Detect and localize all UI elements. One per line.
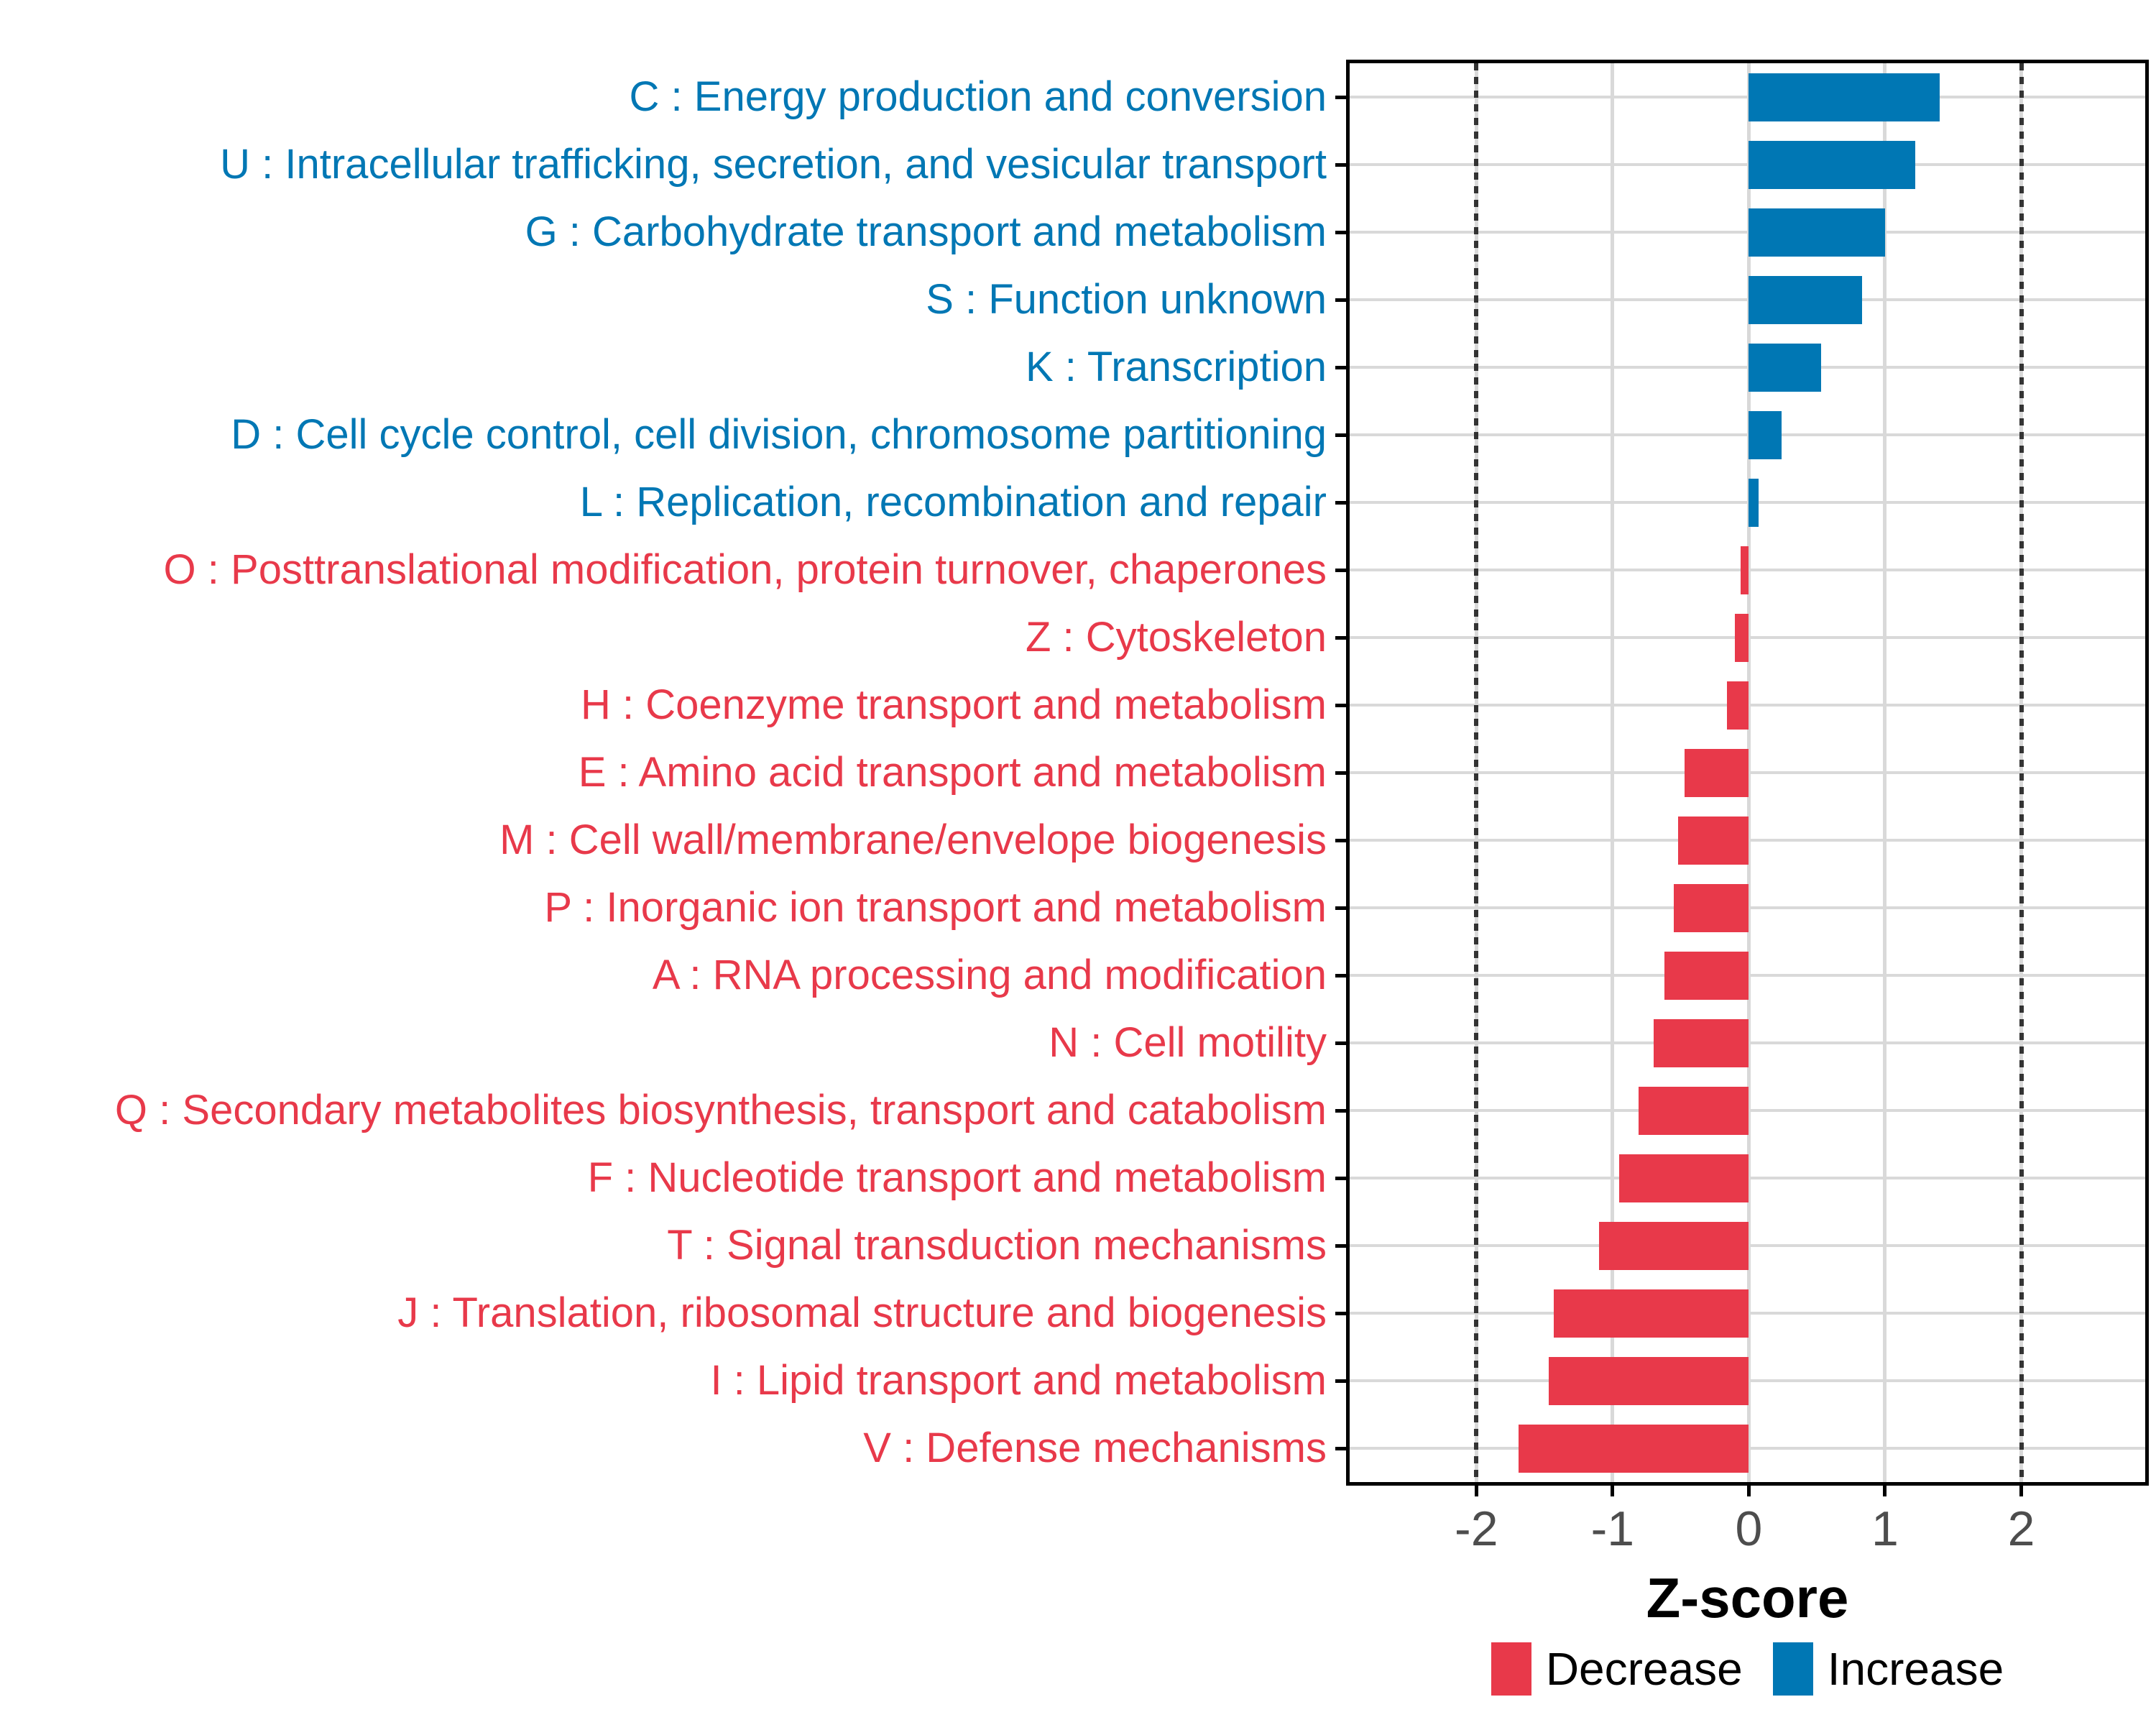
zscore-bar bbox=[1749, 140, 1915, 189]
x-axis-tick bbox=[2019, 1486, 2023, 1496]
category-label: J : Translation, ribosomal structure and… bbox=[397, 1289, 1327, 1336]
y-axis-tick bbox=[1335, 1041, 1346, 1045]
zscore-bar bbox=[1749, 275, 1862, 324]
x-axis-tick-label: 1 bbox=[1871, 1501, 1899, 1556]
vertical-gridline bbox=[1746, 63, 1751, 1482]
zscore-bar bbox=[1749, 343, 1821, 392]
category-label: I : Lipid transport and metabolism bbox=[710, 1357, 1327, 1404]
legend: Decrease Increase bbox=[1346, 1633, 2149, 1705]
y-axis-tick bbox=[1335, 1311, 1346, 1315]
vertical-gridline bbox=[1883, 63, 1887, 1482]
category-label: O : Posttranslational modification, prot… bbox=[163, 546, 1327, 593]
vertical-gridline bbox=[1611, 63, 1615, 1482]
y-axis-tick bbox=[1335, 230, 1346, 234]
category-label: L : Replication, recombination and repai… bbox=[579, 479, 1327, 525]
x-axis-tick bbox=[1746, 1486, 1751, 1496]
zscore-bar bbox=[1749, 410, 1782, 459]
x-axis-tick bbox=[1611, 1486, 1615, 1496]
decrease-color-swatch bbox=[1491, 1642, 1531, 1696]
zscore-bar bbox=[1598, 1221, 1749, 1270]
zscore-bar bbox=[1519, 1424, 1749, 1473]
y-axis-tick bbox=[1335, 568, 1346, 572]
y-axis-tick bbox=[1335, 906, 1346, 910]
y-axis-tick bbox=[1335, 838, 1346, 842]
y-axis-tick bbox=[1335, 635, 1346, 640]
x-axis-title: Z-score bbox=[1646, 1566, 1849, 1629]
category-label: U : Intracellular trafficking, secretion… bbox=[220, 141, 1327, 188]
category-label: G : Carbohydrate transport and metabolis… bbox=[525, 208, 1327, 255]
y-axis-tick bbox=[1335, 703, 1346, 707]
category-label: Z : Cytoskeleton bbox=[1025, 614, 1327, 661]
zscore-bar bbox=[1653, 1018, 1749, 1067]
category-label: T : Signal transduction mechanisms bbox=[667, 1222, 1327, 1269]
category-label: S : Function unknown bbox=[926, 276, 1327, 323]
zscore-bar bbox=[1677, 816, 1749, 865]
zscore-bar bbox=[1749, 478, 1759, 527]
y-axis-tick bbox=[1335, 1379, 1346, 1383]
legend-label-increase: Increase bbox=[1827, 1643, 2004, 1695]
zscore-bar bbox=[1619, 1154, 1749, 1202]
y-axis-tick bbox=[1335, 365, 1346, 369]
legend-item-decrease: Decrease bbox=[1491, 1642, 1743, 1696]
y-axis-tick bbox=[1335, 162, 1346, 167]
zscore-bar bbox=[1664, 951, 1749, 1000]
plot-panel bbox=[1346, 60, 2149, 1486]
y-axis-tick bbox=[1335, 433, 1346, 437]
zscore-bar bbox=[1741, 546, 1749, 594]
x-axis-tick-label: -1 bbox=[1590, 1501, 1635, 1556]
zscore-bar bbox=[1674, 883, 1749, 932]
x-axis-tick-label: 0 bbox=[1735, 1501, 1763, 1556]
zscore-bar bbox=[1727, 681, 1749, 730]
category-label: F : Nucleotide transport and metabolism bbox=[587, 1154, 1327, 1201]
zscore-bar bbox=[1749, 73, 1940, 121]
x-axis-tick bbox=[1883, 1486, 1887, 1496]
threshold-dashed-line bbox=[2019, 63, 2024, 1482]
category-label: A : RNA processing and modification bbox=[652, 952, 1327, 998]
category-label: N : Cell motility bbox=[1049, 1019, 1327, 1066]
y-axis-tick bbox=[1335, 500, 1346, 505]
zscore-bar bbox=[1548, 1356, 1749, 1405]
y-axis-tick bbox=[1335, 95, 1346, 99]
increase-color-swatch bbox=[1772, 1642, 1813, 1696]
y-axis-tick bbox=[1335, 770, 1346, 775]
y-axis-tick bbox=[1335, 1108, 1346, 1113]
category-label: H : Coenzyme transport and metabolism bbox=[581, 681, 1327, 728]
y-axis-tick bbox=[1335, 1176, 1346, 1180]
x-axis-tick-label: -2 bbox=[1455, 1501, 1498, 1556]
x-axis-tick bbox=[1474, 1486, 1478, 1496]
zscore-bar bbox=[1554, 1289, 1749, 1338]
zscore-bar bbox=[1638, 1086, 1749, 1135]
threshold-dashed-line bbox=[1474, 63, 1479, 1482]
x-axis-tick-label: 2 bbox=[2007, 1501, 2035, 1556]
category-label: V : Defense mechanisms bbox=[863, 1425, 1327, 1471]
zscore-bar bbox=[1749, 208, 1885, 257]
y-axis-tick bbox=[1335, 1243, 1346, 1248]
y-axis-tick bbox=[1335, 298, 1346, 302]
category-label: P : Inorganic ion transport and metaboli… bbox=[544, 884, 1327, 931]
y-axis-tick bbox=[1335, 973, 1346, 978]
category-label: E : Amino acid transport and metabolism bbox=[578, 749, 1327, 796]
category-label: M : Cell wall/membrane/envelope biogenes… bbox=[499, 816, 1327, 863]
category-label: K : Transcription bbox=[1025, 344, 1327, 390]
zscore-bar bbox=[1735, 613, 1749, 662]
zscore-bar bbox=[1685, 748, 1749, 797]
y-axis-tick bbox=[1335, 1446, 1346, 1450]
legend-item-increase: Increase bbox=[1772, 1642, 2004, 1696]
category-label: D : Cell cycle control, cell division, c… bbox=[231, 411, 1327, 458]
category-label: Q : Secondary metabolites biosynthesis, … bbox=[114, 1087, 1327, 1133]
category-label: C : Energy production and conversion bbox=[629, 73, 1327, 120]
legend-label-decrease: Decrease bbox=[1545, 1643, 1743, 1695]
